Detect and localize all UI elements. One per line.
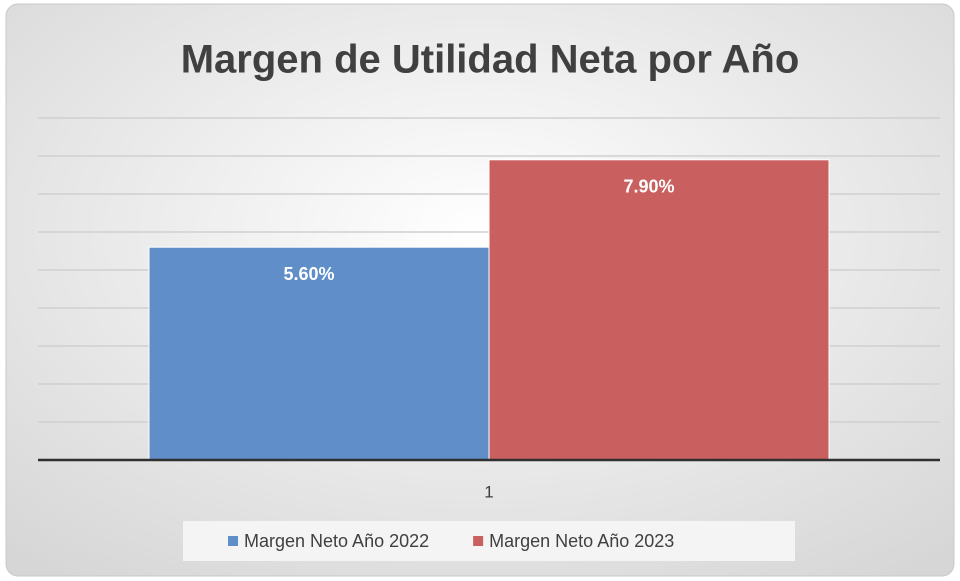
- bar: [488, 159, 830, 461]
- chart-title: Margen de Utilidad Neta por Año: [181, 38, 800, 82]
- legend-label: Margen Neto Año 2022: [244, 531, 429, 551]
- legend-label: Margen Neto Año 2023: [489, 531, 674, 551]
- x-tick-label: 1: [484, 482, 493, 501]
- legend-swatch: [473, 536, 484, 546]
- bar: [148, 246, 490, 461]
- legend-box: [183, 521, 795, 561]
- data-label: 5.60%: [283, 264, 334, 284]
- data-label: 7.90%: [623, 177, 674, 197]
- legend-swatch: [228, 536, 238, 546]
